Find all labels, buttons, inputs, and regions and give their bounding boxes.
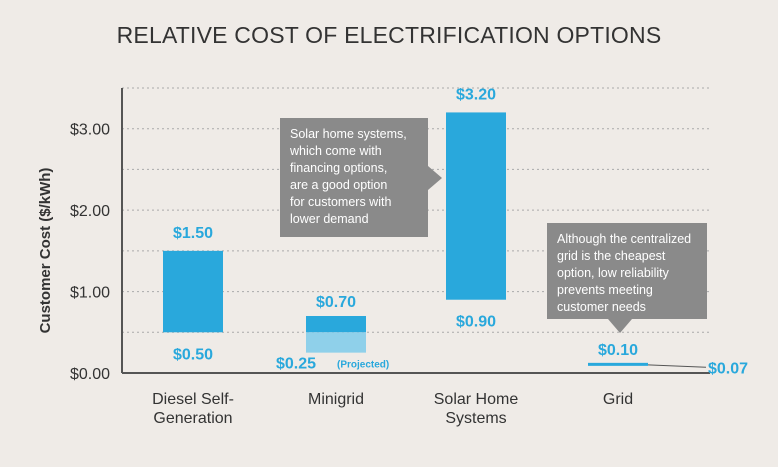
value-label-high: $0.70 (316, 294, 356, 311)
value-label-low: $0.25 (276, 356, 316, 373)
bar-grid (588, 362, 648, 366)
value-label-low: $0.50 (173, 346, 213, 363)
category-label: Minigrid (308, 391, 364, 408)
callout-text-line: which come with (289, 144, 382, 158)
callout-pointer (608, 319, 632, 333)
callout-background (280, 118, 428, 237)
y-tick-label: $1.00 (70, 285, 110, 302)
callout-text-line: are a good option (290, 178, 387, 192)
callout-text-line: lower demand (290, 212, 369, 226)
y-tick-label: $3.00 (70, 122, 110, 139)
callout-text-line: option, low reliability (557, 266, 670, 280)
callout-text-line: financing options, (290, 161, 387, 175)
value-label-low: $0.90 (456, 314, 496, 331)
category-label: Systems (445, 410, 506, 427)
bar-projected (306, 332, 366, 353)
y-axis-title: Customer Cost ($/kWh) (37, 168, 54, 334)
value-label-high: $1.50 (173, 225, 213, 242)
callout-box: Although the centralized grid is the chea… (547, 223, 707, 333)
y-tick-label: $2.00 (70, 203, 110, 220)
projected-note: (Projected) (337, 360, 389, 371)
chart-title: RELATIVE COST OF ELECTRIFICATION OPTIONS (116, 22, 662, 48)
bar-3 (446, 112, 506, 300)
leader-line (647, 364, 707, 368)
callout-text-line: Although the centralized (557, 232, 691, 246)
category-label: Grid (603, 391, 633, 408)
callout-text-line: for customers with (290, 195, 391, 209)
bar-2 (306, 316, 366, 333)
callout-pointer (428, 166, 442, 190)
y-tick-label: $0.00 (70, 366, 110, 383)
value-label-low: $0.07 (708, 360, 748, 377)
callout-text-line: prevents meeting (557, 283, 653, 297)
callout-text-line: Solar home systems, (290, 127, 407, 141)
value-label-high: $3.20 (456, 86, 496, 103)
category-label: Solar Home (434, 391, 519, 408)
callout-background (547, 223, 707, 319)
callout-box: Solar home systems, which come with financ… (280, 118, 442, 237)
value-label-high: $0.10 (598, 342, 638, 359)
callout-text-line: grid is the cheapest (557, 249, 666, 263)
bar-1 (163, 250, 223, 333)
category-label: Generation (153, 410, 232, 427)
category-label: Diesel Self- (152, 391, 234, 408)
callout-text-line: customer needs (557, 300, 646, 314)
